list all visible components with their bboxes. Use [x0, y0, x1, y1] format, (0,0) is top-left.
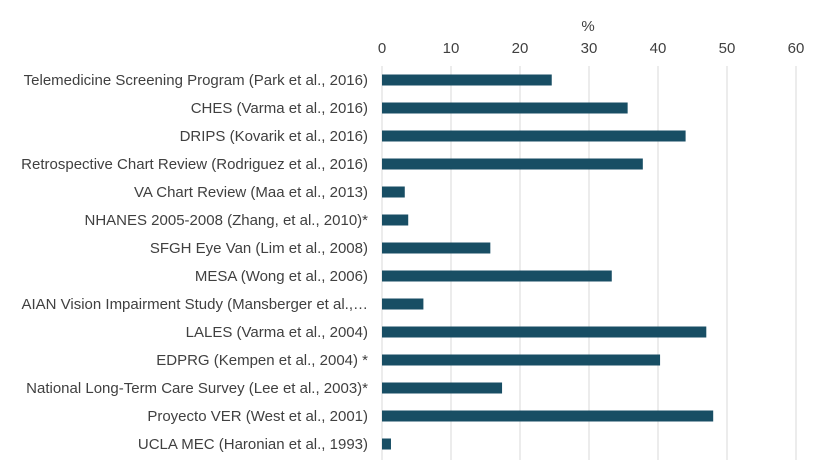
gridlines: [381, 66, 797, 460]
category-label: CHES (Varma et al., 2016): [191, 100, 368, 117]
bar: [382, 242, 491, 254]
category-label: Telemedicine Screening Program (Park et …: [24, 72, 368, 89]
category-label: VA Chart Review (Maa et al., 2013): [134, 184, 368, 201]
bars: [382, 74, 714, 450]
category-label: EDPRG (Kempen et al., 2004) *: [156, 352, 368, 369]
bar: [382, 74, 552, 86]
category-label: DRIPS (Kovarik et al., 2016): [180, 128, 368, 145]
bar: [382, 214, 409, 226]
category-labels: Telemedicine Screening Program (Park et …: [21, 72, 368, 453]
category-label: AIAN Vision Impairment Study (Mansberger…: [21, 296, 368, 313]
bar: [382, 298, 424, 310]
x-axis-title: %: [581, 18, 594, 35]
bar: [382, 382, 503, 394]
category-label: Proyecto VER (West et al., 2001): [147, 408, 368, 425]
bar: [382, 158, 643, 170]
category-label: MESA (Wong et al., 2006): [195, 268, 368, 285]
bar: [382, 186, 405, 198]
x-tick-label: 50: [719, 40, 736, 57]
bar: [382, 326, 707, 338]
category-label: SFGH Eye Van (Lim et al., 2008): [150, 240, 368, 257]
category-label: UCLA MEC (Haronian et al., 1993): [138, 436, 368, 453]
x-tick-label: 40: [650, 40, 667, 57]
bar: [382, 354, 661, 366]
bar: [382, 410, 714, 422]
x-tick-labels: 0 10 20 30 40 50 60: [378, 40, 805, 57]
bar: [382, 270, 612, 282]
x-tick-label: 20: [512, 40, 529, 57]
category-label: Retrospective Chart Review (Rodriguez et…: [21, 156, 368, 173]
bar: [382, 102, 628, 114]
x-tick-label: 30: [581, 40, 598, 57]
category-label: NHANES 2005-2008 (Zhang, et al., 2010)*: [85, 212, 369, 229]
category-label: National Long-Term Care Survey (Lee et a…: [26, 380, 368, 397]
x-tick-label: 60: [788, 40, 805, 57]
category-label: LALES (Varma et al., 2004): [186, 324, 368, 341]
bar: [382, 130, 686, 142]
x-tick-label: 10: [443, 40, 460, 57]
x-tick-label: 0: [378, 40, 386, 57]
bar: [382, 438, 391, 450]
